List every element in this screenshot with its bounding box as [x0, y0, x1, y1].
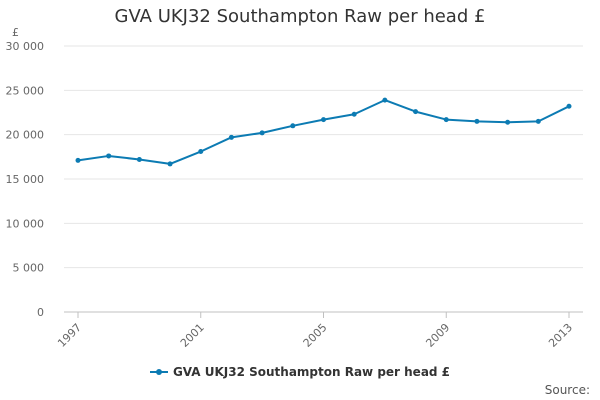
source-label: Source: — [544, 383, 590, 397]
series-line — [77, 99, 570, 165]
x-tick-label: 2013 — [546, 321, 575, 350]
data-point — [535, 118, 541, 124]
data-point — [566, 103, 572, 109]
data-point — [198, 149, 204, 155]
data-point — [228, 134, 234, 140]
y-tick-label: 25 000 — [6, 84, 45, 97]
data-point — [321, 117, 326, 123]
gridlines — [64, 45, 583, 313]
axes: 0 5 000 10 000 15 000 20 000 25 000 30 000£199… — [6, 26, 576, 350]
y-tick-label: 0 — [37, 306, 44, 319]
x-tick-label: 2009 — [423, 321, 452, 350]
data-point — [75, 157, 81, 163]
data-point — [413, 109, 419, 115]
y-tick-label: 30 000 — [6, 40, 45, 53]
data-point — [351, 111, 357, 117]
legend[interactable]: GVA UKJ32 Southampton Raw per head £ — [0, 365, 600, 379]
x-tick-label: 2005 — [301, 321, 330, 350]
chart-title: GVA UKJ32 Southampton Raw per head £ — [114, 6, 486, 27]
y-axis-label: £ — [12, 26, 19, 39]
x-tick-label: 2001 — [178, 321, 207, 350]
y-tick-label: 15 000 — [6, 173, 45, 186]
series-layer — [75, 97, 572, 167]
data-point — [167, 161, 173, 167]
y-tick-label: 10 000 — [6, 217, 45, 230]
data-point — [443, 117, 449, 123]
data-point — [474, 118, 480, 124]
data-point — [382, 97, 388, 103]
data-point — [505, 119, 511, 125]
data-point — [136, 156, 142, 162]
data-point — [106, 153, 112, 159]
legend-swatch-icon — [149, 367, 168, 377]
x-tick-label: 1997 — [55, 321, 84, 350]
legend-label: GVA UKJ32 Southampton Raw per head £ — [172, 365, 451, 379]
y-tick-label: 5 000 — [13, 262, 45, 275]
y-tick-label: 20 000 — [6, 129, 45, 142]
data-point — [259, 130, 265, 136]
data-point — [290, 123, 296, 129]
